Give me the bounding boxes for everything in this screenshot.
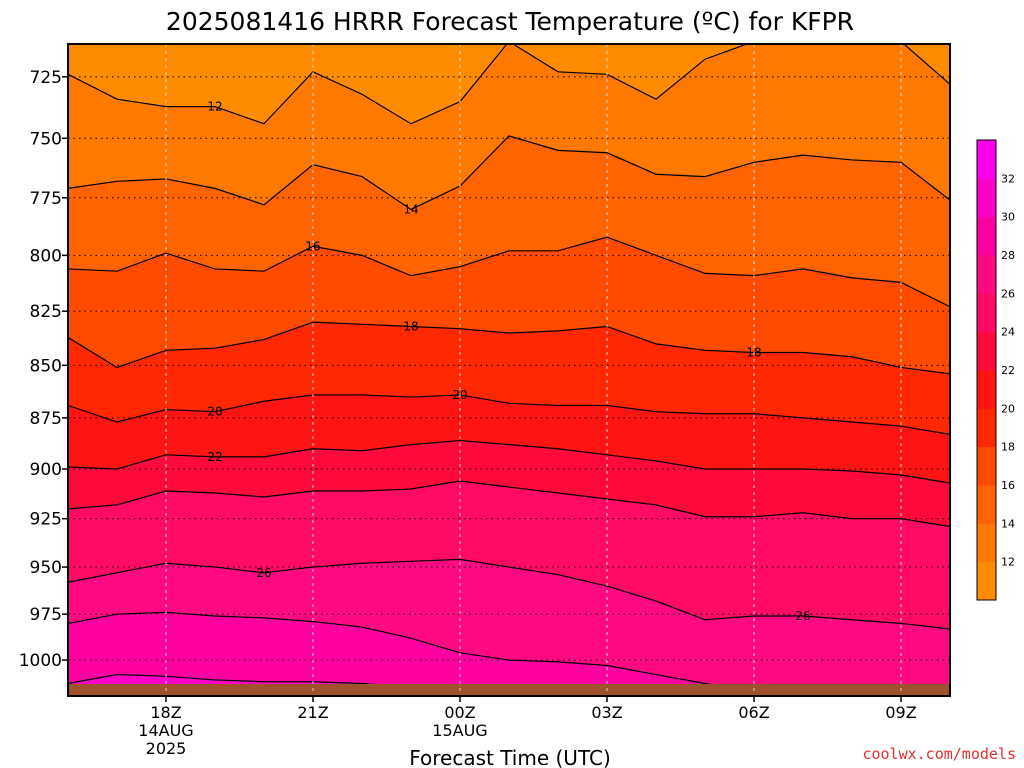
grid-lines: [68, 44, 950, 696]
colorbar-swatch: [977, 446, 996, 486]
x-tick-label: 03Z: [591, 703, 622, 722]
isotherm-20: [68, 394, 950, 435]
colorbar-swatch: [977, 140, 996, 179]
colorbar: 12 14 16 18 20 22 24 26 28 30 32: [976, 139, 1015, 601]
y-tick-label: 950: [30, 558, 62, 578]
colorbar-swatch: [977, 293, 996, 333]
colorbar-label: 22: [1001, 364, 1015, 377]
contour-label: 18: [403, 319, 418, 333]
x-tick-label: 14AUG: [138, 721, 193, 740]
isotherm-30: [68, 673, 950, 696]
y-tick-label: 825: [30, 302, 62, 322]
colorbar-swatch: [977, 216, 996, 256]
colorbar-label: 18: [1001, 441, 1015, 454]
y-tick-label: 1000: [19, 651, 62, 671]
terrain: [68, 684, 950, 696]
colorbar-label: 28: [1001, 249, 1015, 262]
colorbar-swatch: [977, 178, 996, 218]
y-tick-label: 900: [30, 460, 62, 480]
x-tick-label: 21Z: [297, 703, 328, 722]
colorbar-label: 24: [1001, 326, 1015, 339]
x-tick-label: 06Z: [738, 703, 769, 722]
y-tick-label: 750: [30, 129, 62, 149]
colorbar-frame: [976, 139, 997, 601]
y-tick-label: 775: [30, 189, 62, 209]
colorbar-label: 20: [1001, 402, 1015, 415]
contour-label: 20: [452, 388, 467, 402]
colorbar-label: 26: [1001, 287, 1015, 300]
isotherm-16: [68, 236, 950, 308]
x-tick-label: 15AUG: [432, 721, 487, 740]
colorbar-swatch: [977, 331, 996, 371]
contour-labels: 12 14 16 18 18 20 20 22 26 26: [207, 100, 810, 623]
colorbar-label: 14: [1001, 517, 1015, 530]
colorbar-label: 12: [1001, 556, 1015, 569]
y-tick-label: 850: [30, 356, 62, 376]
colorbar-swatch: [977, 523, 996, 563]
contour-label: 14: [403, 202, 418, 216]
colorbar-swatch: [977, 370, 996, 409]
isotherm-24: [68, 480, 950, 528]
x-tick-label: 00Z: [444, 703, 475, 722]
y-tick-label: 875: [30, 409, 62, 429]
contour-label: 26: [256, 566, 271, 580]
isotherm-22: [68, 439, 950, 484]
colorbar-label: 16: [1001, 479, 1015, 492]
isotherm-14: [68, 135, 950, 211]
contour-label: 20: [207, 405, 222, 419]
contour-label: 16: [305, 239, 320, 253]
temperature-bands: [68, 44, 950, 696]
contour-label: 22: [207, 450, 222, 464]
x-tick-label: 09Z: [885, 703, 916, 722]
terrain-strip: [68, 684, 950, 696]
contour-label: 26: [795, 609, 810, 623]
plot-area: 12 14 16 18 18 20 20 22 26 26: [68, 44, 950, 696]
contour-label: 12: [207, 100, 222, 114]
isotherm-18: [68, 321, 950, 375]
x-tick-label: 2025: [146, 739, 187, 758]
colorbar-swatch: [977, 561, 996, 601]
contour-label: 18: [746, 345, 761, 359]
plot-frame: [67, 43, 951, 697]
y-tick-label: 800: [30, 246, 62, 266]
y-tick-label: 925: [30, 510, 62, 530]
colorbar-label: 30: [1001, 211, 1015, 224]
y-axis: 725 750 775 800 825 850 875 900 925 950 975 1000: [19, 68, 68, 671]
colorbar-swatch: [977, 408, 996, 448]
y-tick-label: 975: [30, 605, 62, 625]
isotherm-12: [68, 44, 950, 125]
colorbar-label: 32: [1001, 172, 1015, 185]
x-tick-label: 18Z: [150, 703, 181, 722]
colorbar-swatch: [977, 255, 996, 294]
chart-title: 2025081416 HRRR Forecast Temperature (ºC…: [166, 7, 854, 36]
colorbar-swatch: [977, 485, 996, 524]
y-tick-label: 725: [30, 68, 62, 88]
credit-text: coolwx.com/models: [862, 745, 1016, 763]
x-axis-title: Forecast Time (UTC): [409, 746, 611, 768]
